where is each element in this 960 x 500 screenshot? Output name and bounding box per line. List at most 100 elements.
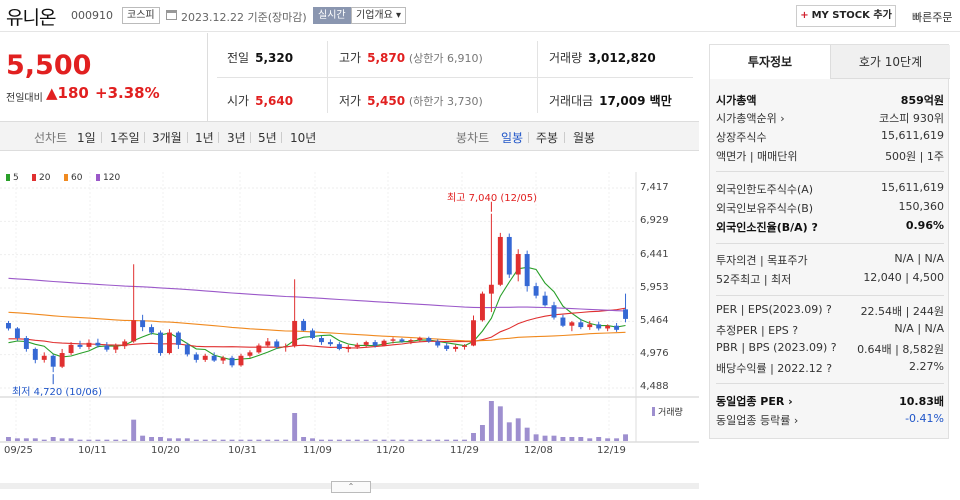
- tab-investment-info[interactable]: 투자정보: [710, 45, 831, 79]
- period-5y[interactable]: 5년: [258, 131, 277, 145]
- y-tick: 5,464: [640, 315, 669, 326]
- volume-bar: [256, 439, 262, 441]
- volume-bar: [444, 439, 450, 441]
- my-stock-add-button[interactable]: + MY STOCK 추가: [796, 5, 896, 27]
- info-value: N/A | N/A: [894, 322, 944, 335]
- stat-open: 시가 5,640: [227, 92, 293, 109]
- candle: [354, 344, 360, 347]
- candle: [149, 327, 155, 333]
- info-value: N/A | N/A: [894, 252, 944, 265]
- candle: [390, 339, 396, 341]
- ma20-line: [8, 307, 626, 349]
- candle: [578, 322, 584, 328]
- high-annotation: 최고 7,040 (12/05): [447, 193, 538, 204]
- candle: [372, 342, 378, 346]
- info-key: 배당수익률 | 2022.12 ?: [716, 362, 833, 375]
- tab-orderbook-10[interactable]: 호가 10단계: [831, 45, 950, 79]
- volume-bar: [310, 438, 315, 441]
- info-key: PER | EPS(2023.09) ?: [716, 303, 832, 316]
- my-stock-label: MY STOCK 추가: [811, 10, 892, 21]
- change-percent: +3.38%: [95, 84, 160, 102]
- volume-bar: [363, 439, 369, 441]
- candle: [381, 340, 387, 346]
- candle: [184, 344, 190, 355]
- volume-legend-label: 거래량: [658, 408, 683, 418]
- info-key: 외국인보유주식수(B): [716, 202, 814, 215]
- candle: [202, 355, 208, 360]
- realtime-badge[interactable]: 실시간: [313, 7, 351, 24]
- divider: [281, 132, 282, 143]
- ma60-line: [8, 311, 626, 342]
- candle-weekly[interactable]: 주봉: [536, 131, 559, 145]
- stat-high-value: 5,870: [367, 51, 406, 65]
- volume-bar: [6, 437, 11, 441]
- price-stats: 전일 5,320 고가 5,870 (상한가 6,910) 거래량 3,012,820…: [209, 33, 699, 121]
- candle: [113, 346, 119, 350]
- info-value: 12,040 | 4,500: [863, 271, 944, 284]
- period-3y[interactable]: 3년: [227, 131, 246, 145]
- info-value: 500원 | 1주: [885, 150, 944, 163]
- x-tick: 11/09: [303, 445, 332, 456]
- divider: [144, 132, 145, 143]
- candle: [256, 345, 262, 353]
- info-row[interactable]: 동일업종 등락률 › -0.41%: [716, 412, 944, 428]
- info-row: 시가총액 859억원: [716, 92, 944, 108]
- period-1d[interactable]: 1일: [77, 131, 96, 145]
- volume-bar: [95, 439, 101, 441]
- volume-bar: [462, 439, 468, 441]
- volume-bar: [426, 439, 432, 441]
- x-tick: 10/31: [228, 445, 257, 456]
- info-row[interactable]: 동일업종 PER › 10.83배: [716, 393, 944, 409]
- volume-bar: [417, 439, 423, 441]
- candle: [444, 345, 450, 349]
- ma120-line: [8, 277, 626, 312]
- volume-bar: [479, 425, 485, 441]
- volume-bar: [390, 439, 396, 441]
- volume-bar: [399, 439, 405, 441]
- volume-bar: [149, 437, 155, 441]
- info-row[interactable]: 시가총액순위 › 코스피 930위: [716, 110, 944, 126]
- info-row: PER | EPS(2023.09) ? 22.54배 | 244원: [716, 303, 944, 319]
- volume-bar: [113, 439, 119, 441]
- company-info-dropdown[interactable]: 기업개요 ▾: [351, 7, 406, 24]
- stat-high: 고가 5,870 (상한가 6,910): [339, 49, 483, 66]
- volume-bar: [166, 438, 172, 441]
- volume-bar: [175, 438, 181, 441]
- volume-bar: [524, 427, 530, 441]
- chart-scroll-handle[interactable]: ⌃: [331, 481, 371, 493]
- stat-prev-value: 5,320: [255, 51, 294, 65]
- candle-daily[interactable]: 일봉: [501, 131, 524, 145]
- ma5-line: [8, 266, 626, 361]
- volume-bar: [86, 439, 92, 441]
- candle: [345, 346, 351, 349]
- info-row: 외국인한도주식수(A) 15,611,619: [716, 181, 944, 197]
- x-tick: 10/20: [151, 445, 180, 456]
- candle: [122, 341, 128, 347]
- candle: [623, 309, 628, 319]
- candle: [104, 345, 110, 350]
- price-chart[interactable]: [0, 152, 699, 482]
- volume-bar: [14, 438, 20, 441]
- x-tick: 12/08: [524, 445, 553, 456]
- period-1w[interactable]: 1주일: [110, 131, 140, 145]
- candle: [596, 324, 602, 329]
- candle: [265, 341, 271, 346]
- period-1y[interactable]: 1년: [195, 131, 214, 145]
- candle: [435, 341, 441, 346]
- candle: [158, 332, 163, 354]
- quick-order-link[interactable]: 빠른주문: [912, 11, 953, 24]
- volume-bar: [41, 439, 47, 441]
- stat-volume: 거래량 3,012,820: [549, 49, 656, 66]
- candle: [533, 286, 539, 296]
- info-key: 시가총액: [716, 94, 757, 107]
- candle: [336, 344, 342, 349]
- period-10y[interactable]: 10년: [290, 131, 317, 145]
- period-3m[interactable]: 3개월: [152, 131, 182, 145]
- candle-monthly[interactable]: 월봉: [573, 131, 596, 145]
- stat-volume-label: 거래량: [549, 51, 583, 65]
- legend-ma120: 120: [96, 173, 120, 183]
- divider: [716, 243, 944, 244]
- candle: [175, 332, 181, 345]
- volume-bar: [193, 439, 199, 441]
- stock-code: 000910: [71, 9, 113, 22]
